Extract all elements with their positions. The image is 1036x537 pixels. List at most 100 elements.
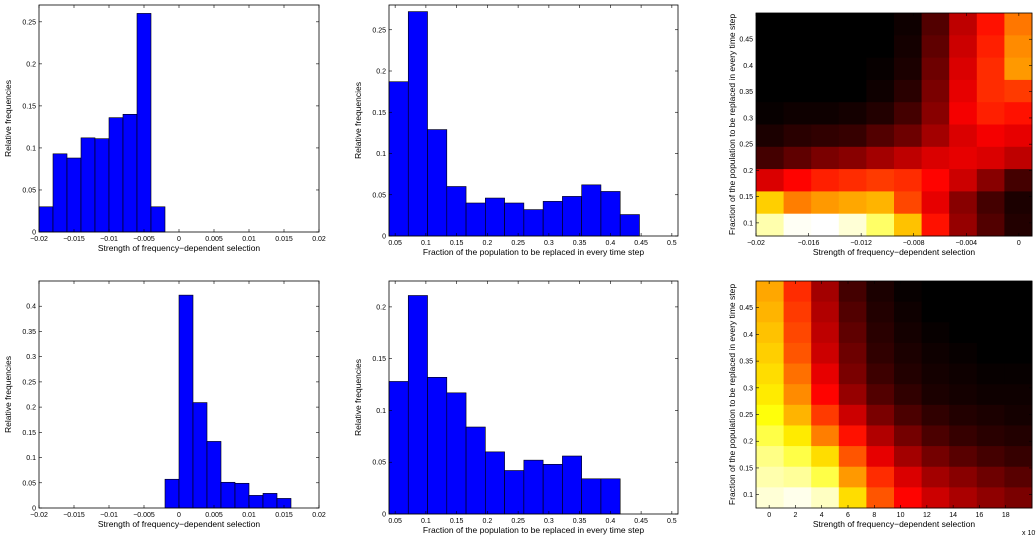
x-axis-label: Strength of frequency−dependent selectio… [813,519,976,529]
heatmap-cell [838,57,867,81]
heatmap-cell [949,79,978,103]
histogram-bar [523,459,544,515]
heatmap-cell [894,102,923,125]
heatmap-cell [894,213,923,237]
heatmap-cell [1004,322,1033,344]
heatmap-cell [1004,124,1033,148]
heatmap-cell [866,322,895,344]
panel-top-right: −0.02 −0.016 −0.012 −0.008 −0.004 0 0.1 0.15 0.2… [727,12,1033,257]
y-tick-label: 0.15 [22,430,36,437]
heatmap-cell [838,191,867,215]
heatmap-cell [894,124,923,148]
x-tick-label: 0.15 [450,518,464,525]
histogram-bar [504,202,525,237]
heatmap-cell [976,466,1005,488]
y-tick-label: 0.3 [26,354,36,361]
heatmap-cell [1004,425,1033,447]
heatmap-cell [811,322,840,344]
x-tick-label: −0.016 [798,240,820,247]
x-tick-label: −0.02 [30,236,48,243]
heatmap-cell [976,446,1005,468]
x-tick-label: −0.005 [133,512,155,519]
heatmap-cell [783,446,812,468]
heatmap-cell [894,466,923,488]
y-tick-label: 0.15 [739,465,753,472]
heatmap-cell [976,146,1005,170]
x-tick-label: 2 [793,512,797,519]
heatmap-cell [756,13,785,36]
x-tick-label: 0.005 [205,512,223,519]
y-axis-label: Relative frequencies [353,359,363,436]
y-tick-label: 0.45 [739,37,753,44]
x-tick-label: 12 [923,512,931,519]
heatmap-cell [1004,213,1033,237]
heatmap-cell [949,35,978,59]
x-tick-label: −0.01 [100,512,118,519]
heatmap-cell [811,124,840,148]
histogram-bar [206,441,222,509]
x-tick-label: 0.02 [312,512,326,519]
heatmap-cell [1004,281,1033,303]
heatmap-cell [756,322,785,344]
heatmap-cell [976,281,1005,303]
histogram-bar [164,478,180,509]
histogram-bar [446,392,467,515]
heatmap-cell [866,425,895,447]
heatmap-cell [811,487,840,509]
heatmap-cell [1004,191,1033,215]
heatmap-cell [811,35,840,59]
y-tick-label: 0.05 [372,192,386,199]
heatmap-cell [1004,169,1033,192]
heatmap-cell [949,57,978,81]
heatmap-cell [783,57,812,81]
x-tick-label: 4 [820,512,824,519]
y-tick-label: 0 [32,506,36,513]
heatmap-cell [783,191,812,215]
heatmap-cell [811,404,840,426]
histogram-bar [465,426,486,515]
histogram-bar [66,157,82,233]
x-tick-label: 0.015 [275,512,293,519]
y-tick-label: 0.35 [739,89,753,96]
y-axis-label: Fraction of the population to be replace… [727,284,737,505]
heatmap-cell [894,342,923,365]
heatmap-cell [894,13,923,36]
y-tick-label: 0 [32,230,36,237]
histogram-bar [427,129,448,237]
heatmap-cell [866,57,895,81]
x-axis-label: Strength of frequency−dependent selectio… [813,247,976,257]
heatmap-cell [949,102,978,125]
y-axis-label: Relative frequencies [353,82,363,159]
heatmap-cell [949,322,978,344]
heatmap-cell [921,57,950,81]
heatmap-cell [976,213,1005,237]
x-axis-label: Fraction of the population to be replace… [423,247,644,257]
heatmap-cell [1004,79,1033,103]
x-axis-label: Strength of frequency−dependent selectio… [98,519,261,529]
x-tick-label: 0 [177,236,181,243]
y-tick-label: 0.15 [739,194,753,201]
heatmap-cell [866,102,895,125]
heatmap-cell [894,425,923,447]
x-tick-label: 6 [846,512,850,519]
heatmap-cell [756,446,785,468]
heatmap-cell [756,35,785,59]
heatmap-cell [976,487,1005,509]
heatmap-cell [838,13,867,36]
heatmap-cell [949,281,978,303]
heatmap-cell [811,384,840,406]
heatmap-cell [756,301,785,323]
x-tick-label: 0.45 [634,240,648,247]
heatmap-cell [838,169,867,192]
heatmap-cell [976,425,1005,447]
axes-frame [388,4,679,237]
heatmap-cell [838,301,867,323]
x-tick-label: 0.45 [634,518,648,525]
histogram-bar [407,11,428,237]
heatmap-cell [921,404,950,426]
heatmap-cell [921,213,950,237]
heatmap-cell [921,281,950,303]
x-tick-label: 0.35 [573,240,587,247]
heatmap-cell [866,404,895,426]
x-tick-label: 0.4 [605,518,615,525]
